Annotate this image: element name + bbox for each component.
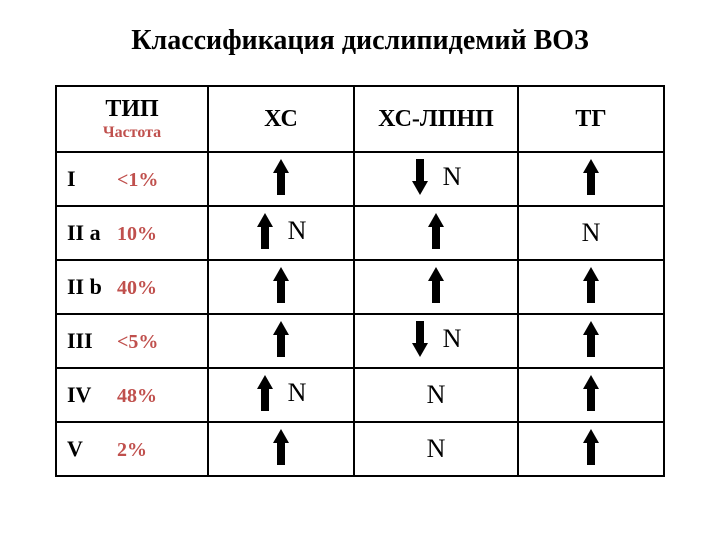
- type-frequency: <1%: [117, 169, 158, 191]
- tg-cell: N: [518, 206, 664, 260]
- header-type: ТИП Частота: [56, 86, 208, 152]
- type-cell: V2%: [56, 422, 208, 476]
- ldl-cell: [354, 260, 518, 314]
- ldl-cell: N: [354, 314, 518, 368]
- table-row: IV48% N N: [56, 368, 664, 422]
- tg-cell: [518, 422, 664, 476]
- arrow-up-icon: [272, 319, 290, 359]
- ldl-cell: N: [354, 152, 518, 206]
- arrow-up-icon: [256, 211, 274, 251]
- header-freq-label: Частота: [103, 124, 161, 142]
- table-row: III<5% N: [56, 314, 664, 368]
- tg-cell: [518, 152, 664, 206]
- type-name: III: [67, 328, 117, 354]
- table-body: I<1%NII a10%NNII b40%III<5%NIV48%NNV2%N: [56, 152, 664, 476]
- type-frequency: 2%: [117, 439, 147, 461]
- type-cell: IV48%: [56, 368, 208, 422]
- type-name: I: [67, 166, 117, 192]
- arrow-up-icon: [582, 373, 600, 413]
- type-frequency: <5%: [117, 331, 158, 353]
- n-text: N: [288, 378, 307, 408]
- ldl-cell: N: [354, 368, 518, 422]
- xc-cell: [208, 422, 354, 476]
- tg-cell: [518, 260, 664, 314]
- arrow-up-icon: [427, 211, 445, 251]
- arrow-up-icon: [582, 427, 600, 467]
- type-name: IV: [67, 382, 117, 408]
- arrow-up-icon: [272, 427, 290, 467]
- arrow-up-icon: [582, 157, 600, 197]
- ldl-cell: N: [354, 422, 518, 476]
- arrow-up-icon: [582, 319, 600, 359]
- type-frequency: 48%: [117, 385, 157, 407]
- header-tg: ТГ: [518, 86, 664, 152]
- type-cell: I<1%: [56, 152, 208, 206]
- type-cell: III<5%: [56, 314, 208, 368]
- tg-cell: [518, 314, 664, 368]
- tg-cell: [518, 368, 664, 422]
- n-text: N: [582, 218, 601, 248]
- page-title: Классификация дислипидемий ВОЗ: [55, 25, 665, 57]
- table-row: I<1% N: [56, 152, 664, 206]
- slide: Классификация дислипидемий ВОЗ ТИП Часто…: [0, 0, 720, 540]
- table-header-row: ТИП Частота ХС ХС-ЛПНП ТГ: [56, 86, 664, 152]
- xc-cell: [208, 314, 354, 368]
- table-row: V2% N: [56, 422, 664, 476]
- n-text: N: [443, 162, 462, 192]
- xc-cell: N: [208, 206, 354, 260]
- table-row: II a10% N N: [56, 206, 664, 260]
- type-cell: II a10%: [56, 206, 208, 260]
- table-row: II b40%: [56, 260, 664, 314]
- n-text: N: [427, 380, 446, 410]
- type-name: II a: [67, 220, 117, 246]
- arrow-up-icon: [272, 157, 290, 197]
- type-name: V: [67, 436, 117, 462]
- type-cell: II b40%: [56, 260, 208, 314]
- n-text: N: [443, 324, 462, 354]
- arrow-up-icon: [272, 265, 290, 305]
- arrow-up-icon: [582, 265, 600, 305]
- type-frequency: 40%: [117, 277, 157, 299]
- arrow-up-icon: [427, 265, 445, 305]
- ldl-cell: [354, 206, 518, 260]
- header-ldl: ХС-ЛПНП: [354, 86, 518, 152]
- header-xc: ХС: [208, 86, 354, 152]
- header-type-label: ТИП: [105, 96, 158, 122]
- type-name: II b: [67, 274, 117, 300]
- arrow-up-icon: [256, 373, 274, 413]
- arrow-down-icon: [411, 157, 429, 197]
- xc-cell: [208, 260, 354, 314]
- n-text: N: [427, 434, 446, 464]
- xc-cell: N: [208, 368, 354, 422]
- xc-cell: [208, 152, 354, 206]
- n-text: N: [288, 216, 307, 246]
- arrow-down-icon: [411, 319, 429, 359]
- type-frequency: 10%: [117, 223, 157, 245]
- classification-table: ТИП Частота ХС ХС-ЛПНП ТГ I<1%NII a10%NN…: [55, 85, 665, 477]
